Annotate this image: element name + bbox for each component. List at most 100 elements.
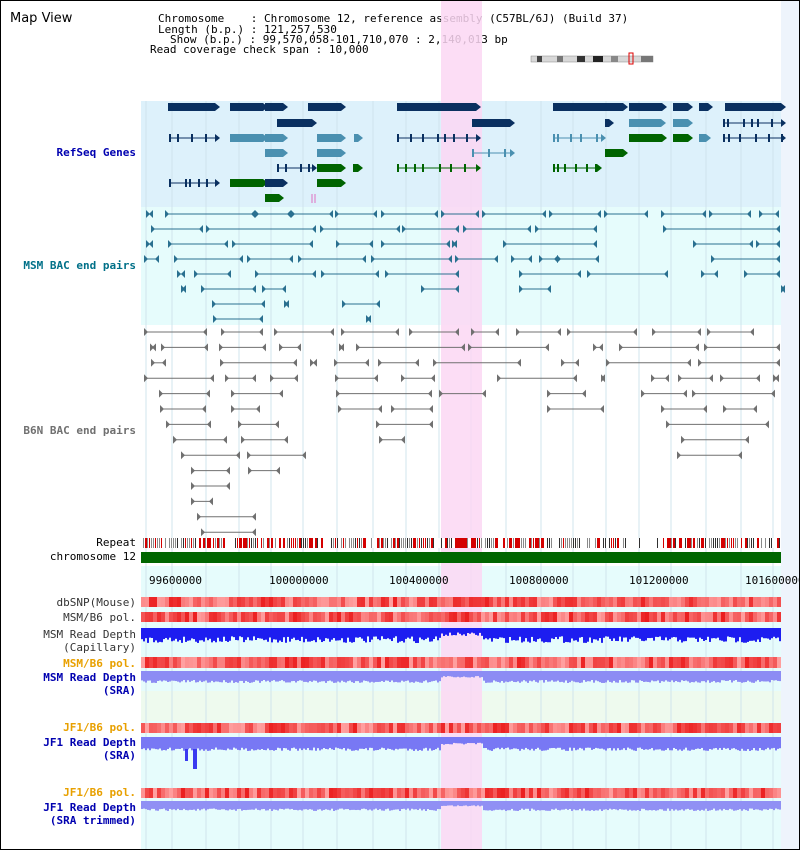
- repeat-element: [185, 538, 186, 548]
- gene-feature: [629, 119, 666, 127]
- repeat-element: [705, 538, 706, 548]
- chromosome-bar[interactable]: [141, 552, 781, 563]
- repeat-element: [165, 538, 166, 548]
- selected-region-highlight[interactable]: [441, 1, 482, 849]
- track-label-jf1-depth-sra-sub: (SRA): [102, 749, 136, 762]
- gene-feature: [354, 134, 363, 142]
- track-label-refseq[interactable]: RefSeq Genes: [56, 146, 136, 159]
- repeat-element: [297, 538, 298, 548]
- repeat-element: [263, 538, 264, 548]
- length-label: Length (b.p.): [158, 23, 245, 36]
- bac-end-pair: [341, 328, 399, 336]
- track-label-msm-b6-pol-2: MSM/B6 pol.: [63, 657, 136, 670]
- track-label-jf1-b6-pol-2: JF1/B6 pol.: [63, 786, 136, 799]
- show-label: Show (b.p.): [170, 33, 243, 46]
- gene-feature: [169, 134, 220, 142]
- repeat-element: [513, 538, 514, 548]
- bac-end-pair: [652, 328, 701, 336]
- repeat-element: [575, 538, 576, 548]
- repeat-element: [279, 538, 281, 548]
- repeat-element: [487, 538, 488, 548]
- repeat-element: [669, 538, 671, 548]
- bac-end-pair: [781, 285, 785, 293]
- repeat-element: [243, 538, 245, 548]
- length-info-row: Length (b.p.) : 121,257,530: [158, 23, 337, 36]
- bac-end-pair: [381, 210, 438, 218]
- repeat-element: [745, 538, 747, 548]
- repeat-element: [353, 538, 354, 548]
- repeat-element: [523, 538, 524, 548]
- refseq-genes-track[interactable]: [168, 103, 786, 203]
- repeat-element: [381, 538, 383, 548]
- repeat-element: [475, 538, 476, 548]
- repeat-element: [597, 538, 599, 548]
- bac-end-pair: [606, 358, 691, 367]
- repeat-element: [681, 538, 682, 548]
- gene-feature: [169, 179, 220, 187]
- axis-tick-label: 100400000: [389, 574, 449, 587]
- gene-feature: [629, 134, 667, 142]
- bac-end-pair: [385, 270, 459, 278]
- repeat-element: [401, 538, 402, 548]
- repeat-element: [207, 538, 209, 548]
- repeat-element: [293, 538, 294, 548]
- bac-end-pair: [334, 358, 369, 367]
- repeat-element: [241, 538, 242, 548]
- track-label-msm-bac[interactable]: MSM BAC end pairs: [23, 259, 136, 272]
- repeat-element: [393, 538, 395, 548]
- repeat-element: [355, 538, 356, 548]
- repeat-element: [205, 538, 206, 548]
- repeat-element: [623, 538, 624, 548]
- bac-end-pair: [262, 285, 286, 293]
- repeat-element: [723, 538, 725, 548]
- gene-feature: [723, 119, 786, 127]
- bac-end-pair: [213, 315, 263, 323]
- repeat-track[interactable]: [143, 538, 780, 548]
- gene-feature: [605, 149, 628, 157]
- repeat-element: [463, 538, 465, 548]
- repeat-element: [465, 538, 467, 548]
- bac-end-pair: [247, 255, 293, 263]
- repeat-element: [215, 538, 216, 548]
- bac-end-pair: [181, 451, 240, 460]
- bac-end-pair: [150, 343, 156, 352]
- repeat-element: [405, 538, 406, 548]
- repeat-element: [187, 538, 188, 548]
- chromosome-ideogram[interactable]: [530, 52, 654, 65]
- bac-end-pair: [321, 270, 379, 278]
- bac-end-pair: [221, 328, 263, 336]
- repeat-element: [343, 538, 344, 548]
- read-depth-tracks[interactable]: [141, 628, 781, 811]
- track-label-b6n-bac[interactable]: B6N BAC end pairs: [23, 424, 136, 437]
- polymorphism-heat-tracks[interactable]: [141, 597, 781, 798]
- bac-end-pair: [535, 225, 597, 233]
- gene-feature: [317, 134, 346, 142]
- repeat-element: [287, 538, 288, 548]
- bac-end-pair: [379, 435, 405, 444]
- bac-end-pair: [335, 210, 377, 218]
- repeat-element: [239, 538, 241, 548]
- track-label-chromosome: chromosome 12: [49, 550, 136, 563]
- bac-end-pair: [503, 240, 597, 248]
- b6n-bac-end-pairs-track[interactable]: [144, 328, 780, 537]
- repeat-element: [361, 538, 362, 548]
- repeat-element: [333, 538, 334, 548]
- repeat-element: [455, 538, 457, 548]
- bac-end-pair: [212, 300, 265, 308]
- repeat-element: [213, 538, 214, 548]
- repeat-element: [595, 538, 596, 548]
- msm-bac-end-pairs-track[interactable]: [144, 210, 785, 323]
- bac-end-pair: [174, 255, 243, 263]
- bac-end-pair: [191, 482, 230, 490]
- repeat-element: [271, 538, 273, 548]
- repeat-element: [703, 538, 704, 548]
- position-axis: 99600000 100000000 100400000 100800000 1…: [149, 574, 799, 587]
- repeat-element: [713, 538, 714, 548]
- axis-tick-label: 100800000: [509, 574, 569, 587]
- repeat-element: [399, 538, 400, 548]
- bac-end-pair: [756, 240, 780, 248]
- repeat-element: [371, 538, 372, 548]
- repeat-element: [303, 538, 304, 548]
- bac-end-pair: [197, 512, 256, 521]
